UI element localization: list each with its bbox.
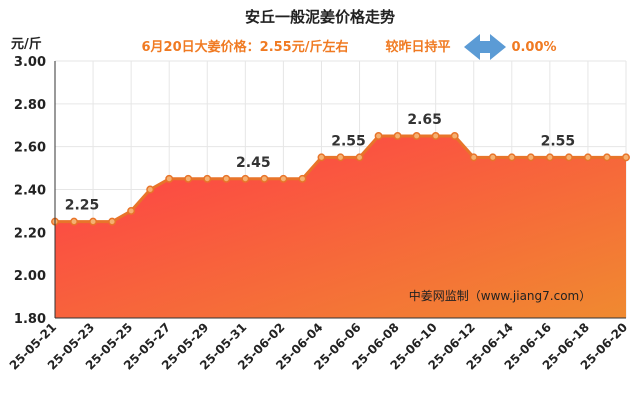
data-point: [603, 153, 611, 162]
data-point: [564, 153, 573, 162]
data-point: [431, 132, 440, 140]
y-tick-label: 2.20: [14, 226, 46, 241]
data-point: [127, 206, 136, 215]
data-point: [507, 153, 516, 162]
data-label: 2.25: [65, 198, 100, 214]
axes: [54, 61, 626, 319]
data-point: [393, 132, 402, 140]
data-label: 2.65: [407, 112, 442, 128]
data-point: [89, 217, 98, 226]
data-labels-layer: 2.25 2.45 2.55 2.65 2.55: [65, 112, 575, 214]
y-axis-ticks: 3.00 2.80 2.60 2.40 2.20 2.00 1.80: [14, 55, 46, 327]
data-point: [526, 153, 535, 162]
y-axis-unit: 元/斤: [11, 36, 42, 52]
data-point: [165, 174, 174, 183]
x-axis-ticks: 25-05-2125-05-2325-05-2525-05-2725-05-29…: [7, 320, 630, 372]
data-label: 2.55: [541, 133, 576, 149]
watermark: 中姜网监制（www.jiang7.com）: [409, 288, 591, 303]
change-value: 0.00%: [511, 40, 556, 55]
data-point: [70, 217, 78, 226]
y-tick-label: 2.40: [14, 184, 46, 199]
compare-label: 较昨日持平: [385, 39, 450, 55]
data-point: [222, 174, 231, 183]
data-point: [241, 174, 250, 183]
double-arrow-icon: [464, 34, 506, 60]
data-point: [108, 217, 117, 226]
data-point: [469, 153, 478, 162]
data-point: [298, 174, 307, 183]
chart-subtitle: 6月20日大姜价格：2.55元/斤左右: [142, 39, 349, 55]
data-point: [545, 153, 554, 162]
chart-title: 安丘一般泥姜价格走势: [245, 8, 395, 26]
data-point: [184, 174, 193, 183]
data-point: [583, 153, 592, 162]
price-area: [55, 135, 626, 318]
data-point: [260, 174, 269, 183]
data-label: 2.55: [331, 133, 366, 149]
markers-layer: [51, 132, 630, 226]
data-point: [203, 174, 212, 183]
data-label: 2.45: [236, 155, 271, 171]
data-point: [317, 153, 326, 162]
data-point: [279, 174, 288, 183]
y-tick-label: 3.00: [14, 55, 46, 70]
y-tick-label: 1.80: [14, 312, 46, 327]
data-point: [488, 153, 497, 162]
y-tick-label: 2.00: [14, 269, 46, 284]
data-point: [622, 153, 630, 162]
data-point: [146, 185, 155, 194]
data-point: [336, 153, 345, 162]
y-tick-label: 2.80: [14, 98, 46, 113]
data-point: [412, 132, 421, 140]
data-point: [450, 132, 459, 140]
y-tick-label: 2.60: [14, 141, 46, 156]
data-point: [374, 132, 383, 140]
data-point: [355, 153, 364, 162]
